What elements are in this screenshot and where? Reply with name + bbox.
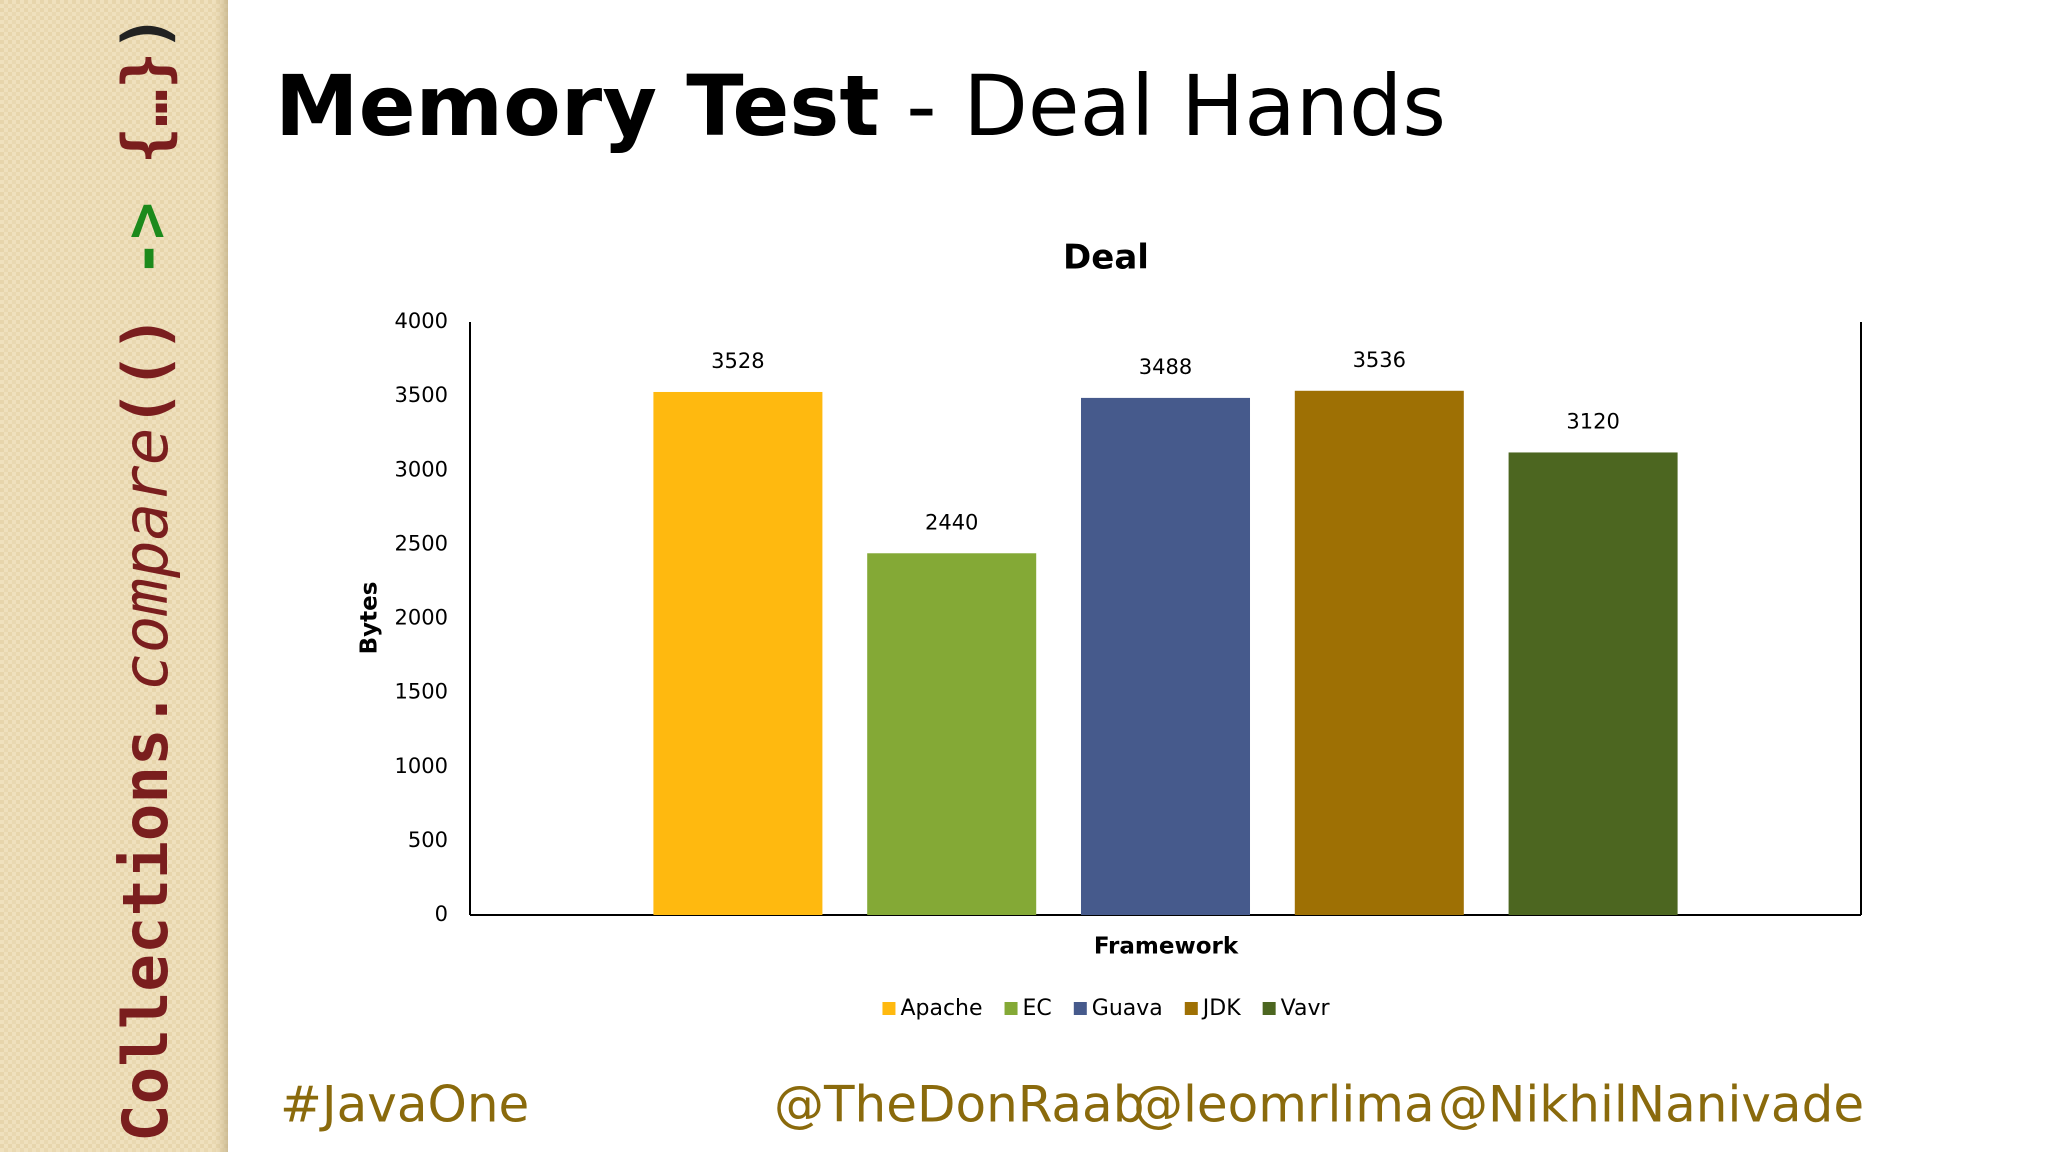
code-part: () [109, 315, 182, 390]
y-tick-label: 1000 [395, 754, 448, 778]
y-tick-label: 2500 [395, 531, 448, 555]
code-part: ) [109, 14, 182, 52]
handle: @leomrlima [1133, 1076, 1435, 1134]
value-label: 3536 [1353, 348, 1406, 372]
y-axis-label: Bytes [357, 582, 383, 655]
y-tick-label: 3000 [395, 457, 448, 481]
code-part: ( [109, 390, 182, 428]
code-part: {…} [109, 52, 182, 165]
bar [1080, 397, 1251, 915]
bar [1294, 390, 1464, 916]
value-label: 3488 [1139, 355, 1192, 379]
y-tick-label: 2000 [395, 606, 448, 630]
value-label: 3120 [1566, 409, 1619, 433]
legend-swatch [1184, 1002, 1198, 1015]
bar [1508, 452, 1678, 915]
legend-swatch [1262, 1002, 1276, 1015]
value-label: 2440 [925, 510, 978, 534]
code-part: compare [109, 428, 182, 691]
legend-label: Apache [900, 996, 982, 1021]
y-tick-label: 3500 [395, 383, 448, 407]
legend-label: EC [1023, 996, 1052, 1021]
hashtag: #JavaOne [280, 1076, 529, 1134]
bar [653, 391, 823, 915]
title-rest: - Deal Hands [880, 57, 1447, 155]
chart-title: Deal [1063, 238, 1149, 278]
sidebar-edge [214, 0, 228, 1152]
handle: @TheDonRaab [774, 1076, 1144, 1134]
legend-label: Guava [1092, 996, 1163, 1021]
legend-label: Vavr [1281, 996, 1331, 1021]
slide-title: Memory Test - Deal Hands [275, 57, 1446, 155]
legend-swatch [1004, 1002, 1018, 1015]
code-part: . [109, 691, 182, 729]
y-tick-label: 1500 [395, 680, 448, 704]
legend-swatch [882, 1002, 896, 1015]
y-tick-label: 500 [408, 828, 448, 852]
handle: @NikhilNanivade [1438, 1076, 1864, 1134]
legend-swatch [1073, 1002, 1087, 1015]
y-tick-label: 4000 [395, 309, 448, 333]
y-tick-label: 0 [435, 902, 448, 926]
code-part: -> [109, 164, 182, 314]
title-bold: Memory Test [275, 57, 880, 155]
legend-label: JDK [1201, 996, 1241, 1021]
sidebar-code: Collections.compare(() -> {…}) [109, 14, 182, 1142]
value-label: 3528 [711, 349, 764, 373]
x-axis-label: Framework [1094, 934, 1239, 960]
code-part: Collections [109, 728, 182, 1142]
bar [867, 553, 1037, 915]
sidebar-bg [0, 0, 228, 1152]
